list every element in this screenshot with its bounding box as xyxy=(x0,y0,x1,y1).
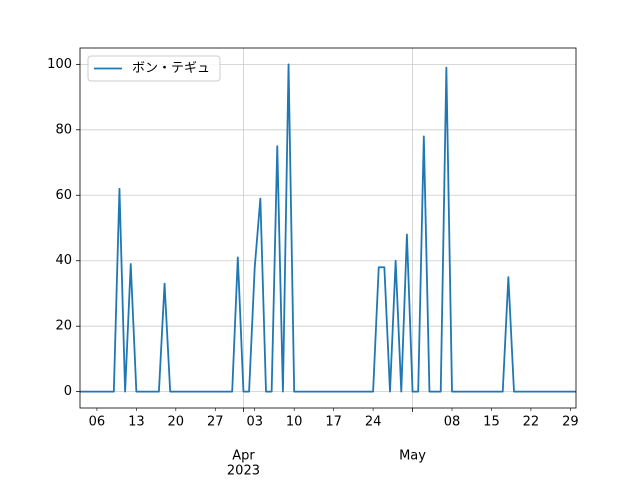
line-series xyxy=(80,63,576,393)
x-minor-tick-label: 24 xyxy=(365,415,382,430)
y-tick-label: 0 xyxy=(64,384,72,399)
legend-box xyxy=(87,55,221,82)
x-minor-tick-label: 15 xyxy=(483,415,500,430)
y-tick-label: 20 xyxy=(55,319,72,334)
x-minor-tick-label: 29 xyxy=(562,415,579,430)
y-tick-label: 80 xyxy=(55,122,72,137)
x-minor-tick-label: 10 xyxy=(286,415,303,430)
x-minor-tick-label: 08 xyxy=(444,415,461,430)
x-minor-tick-label: 13 xyxy=(128,415,145,430)
x-minor-tick-label: 03 xyxy=(246,415,263,430)
x-tick-label: May xyxy=(399,449,426,464)
legend-label: ボン・テギュ xyxy=(132,61,210,76)
x-minor-tick-label: 06 xyxy=(89,415,106,430)
plot-frame xyxy=(79,47,577,409)
x-minor-tick-label: 27 xyxy=(207,415,224,430)
legend: ボン・テギュ xyxy=(87,55,221,82)
y-tick-label: 60 xyxy=(55,188,72,203)
y-tick-label: 100 xyxy=(47,57,72,72)
x-minor-tick-label: 22 xyxy=(523,415,540,430)
y-tick-label: 40 xyxy=(55,253,72,268)
x-minor-tick-label: 20 xyxy=(168,415,185,430)
x-tick-label: Apr xyxy=(232,449,255,464)
x-offset-label: 2023 xyxy=(227,464,260,479)
x-minor-tick-label: 17 xyxy=(325,415,342,430)
